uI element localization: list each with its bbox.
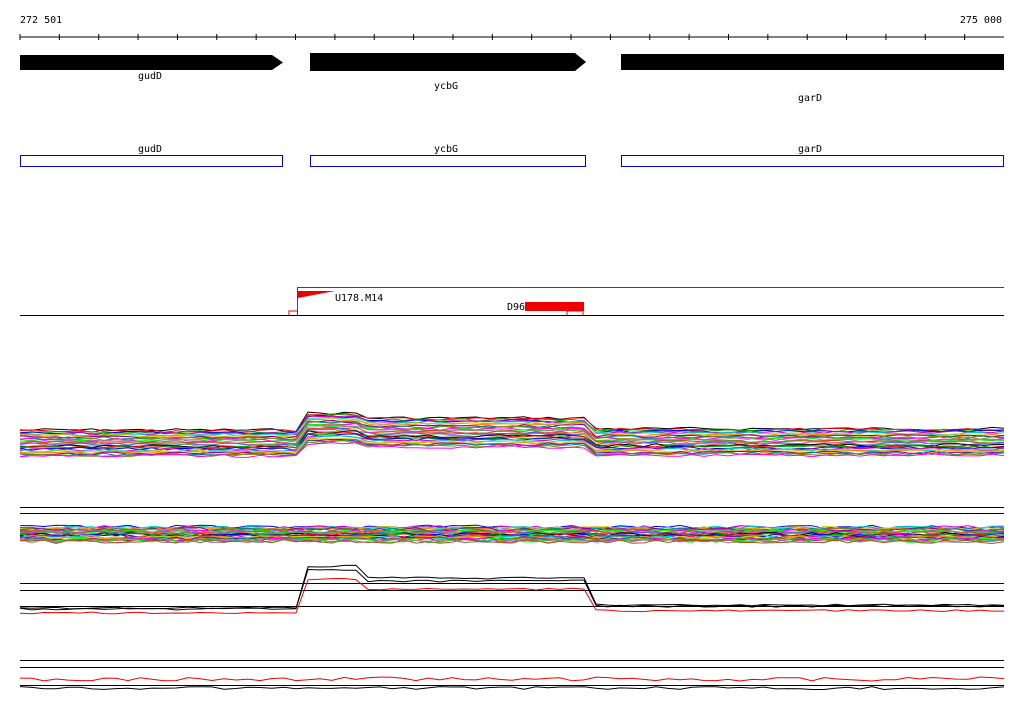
signal-line xyxy=(19,428,1005,448)
signal-line xyxy=(19,538,1005,545)
cds-box xyxy=(310,155,586,167)
signal-line xyxy=(19,426,1005,445)
feature-label: U178.M14 xyxy=(335,293,383,304)
feature-marker xyxy=(298,291,335,298)
cds-label: garD xyxy=(798,144,822,155)
signal-line xyxy=(19,435,1005,453)
gene-label: gudD xyxy=(138,71,162,82)
ruler-end: 275 000 xyxy=(960,15,1002,26)
signal-line xyxy=(19,538,1005,544)
signal-line xyxy=(19,676,1005,682)
gene-arrow xyxy=(621,54,1004,70)
ruler-start: 272 501 xyxy=(20,15,62,26)
signal-line xyxy=(19,438,1005,456)
gene-arrow xyxy=(20,55,283,70)
feature-edge xyxy=(566,310,584,315)
cds-label: ycbG xyxy=(434,144,458,155)
signal-tracks xyxy=(19,411,1005,691)
cds-label: gudD xyxy=(138,144,162,155)
signal-line xyxy=(19,686,1005,691)
signal-line xyxy=(19,534,1005,540)
signal-line xyxy=(19,442,1005,458)
signal-line xyxy=(19,577,1004,615)
signal-line xyxy=(19,568,1005,611)
feature-edge xyxy=(288,310,297,315)
signal-line xyxy=(19,564,1005,610)
feature-block xyxy=(525,302,584,311)
signal-line xyxy=(19,437,1005,455)
signal-line xyxy=(19,432,1005,450)
cds-box xyxy=(20,155,283,167)
gene-label: ycbG xyxy=(434,81,458,92)
gene-label: garD xyxy=(798,93,822,104)
ruler-ticks xyxy=(19,34,966,40)
gene-arrow xyxy=(310,53,586,71)
cds-box xyxy=(621,155,1004,167)
